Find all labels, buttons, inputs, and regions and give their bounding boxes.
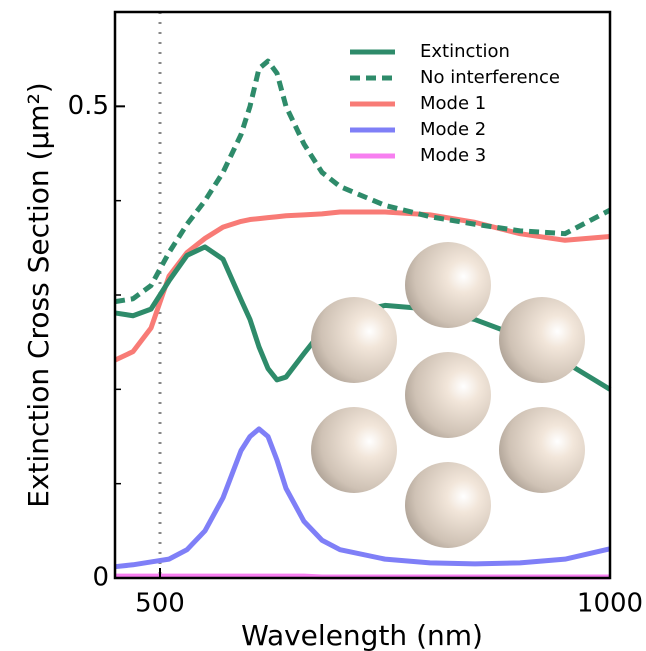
y-tick-label: 0.5	[68, 91, 109, 121]
series-line	[114, 58, 612, 305]
y-tick-label: 0	[92, 563, 109, 593]
legend-label: Extinction	[420, 41, 510, 62]
x-axis-label: Wavelength (nm)	[241, 619, 483, 651]
sphere	[405, 462, 491, 548]
nanoparticle-illustration	[311, 242, 585, 548]
x-tick-label: 500	[135, 589, 185, 619]
x-tick-label: 1000	[577, 589, 643, 619]
sphere	[499, 297, 585, 383]
sphere	[405, 352, 491, 438]
sphere	[311, 407, 397, 493]
legend-label: Mode 3	[420, 145, 486, 166]
sphere	[405, 242, 491, 328]
legend-label: Mode 2	[420, 119, 486, 140]
plot-frame	[113, 10, 612, 580]
series-line	[114, 426, 611, 570]
legend-label: No interference	[420, 67, 560, 88]
legend-label: Mode 1	[420, 93, 486, 114]
y-axis-label: Extinction Cross Section (μm²)	[22, 82, 55, 507]
sphere	[311, 297, 397, 383]
plot-area	[113, 12, 612, 580]
sphere	[499, 407, 585, 493]
